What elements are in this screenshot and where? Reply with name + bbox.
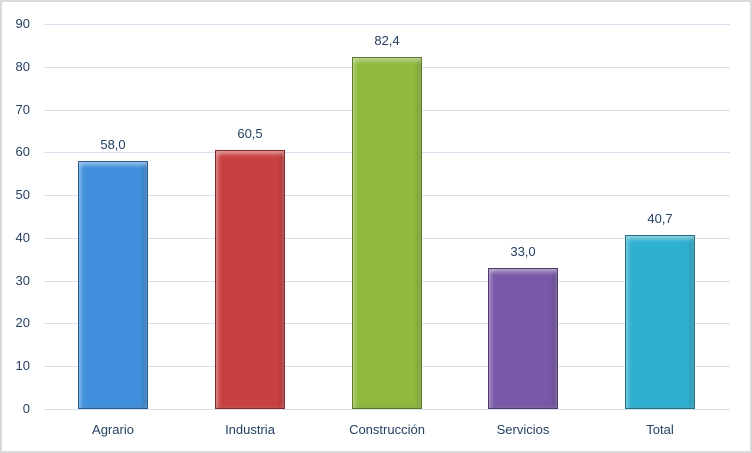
x-tick-label: Construcción xyxy=(349,422,425,437)
y-tick-label: 80 xyxy=(15,58,30,74)
bar-industria xyxy=(215,150,285,409)
bar-total xyxy=(625,234,695,409)
y-tick-label: 70 xyxy=(15,101,30,117)
bar-servicios xyxy=(488,267,558,409)
gridline xyxy=(44,24,730,25)
bar-construcción xyxy=(352,56,422,409)
y-tick-label: 50 xyxy=(15,187,30,203)
x-tick-label: Industria xyxy=(225,422,275,437)
x-tick-label: Total xyxy=(646,422,674,437)
y-tick-label: 30 xyxy=(15,272,30,288)
y-tick-label: 90 xyxy=(15,16,30,31)
y-tick-label: 20 xyxy=(15,315,30,331)
data-label: 82,4 xyxy=(374,32,400,48)
y-tick-label: 40 xyxy=(15,229,30,245)
data-label: 40,7 xyxy=(647,210,673,226)
y-tick-label: 10 xyxy=(15,358,30,374)
x-tick-label: Agrario xyxy=(92,422,134,437)
data-label: 58,0 xyxy=(100,136,126,152)
y-tick-label: 60 xyxy=(15,144,30,160)
data-label: 60,5 xyxy=(237,126,263,142)
data-label: 33,0 xyxy=(510,243,536,259)
bar-agrario xyxy=(78,160,148,409)
gridline xyxy=(44,409,730,410)
x-tick-label: Servicios xyxy=(496,422,550,437)
y-tick-label: 0 xyxy=(22,401,30,416)
